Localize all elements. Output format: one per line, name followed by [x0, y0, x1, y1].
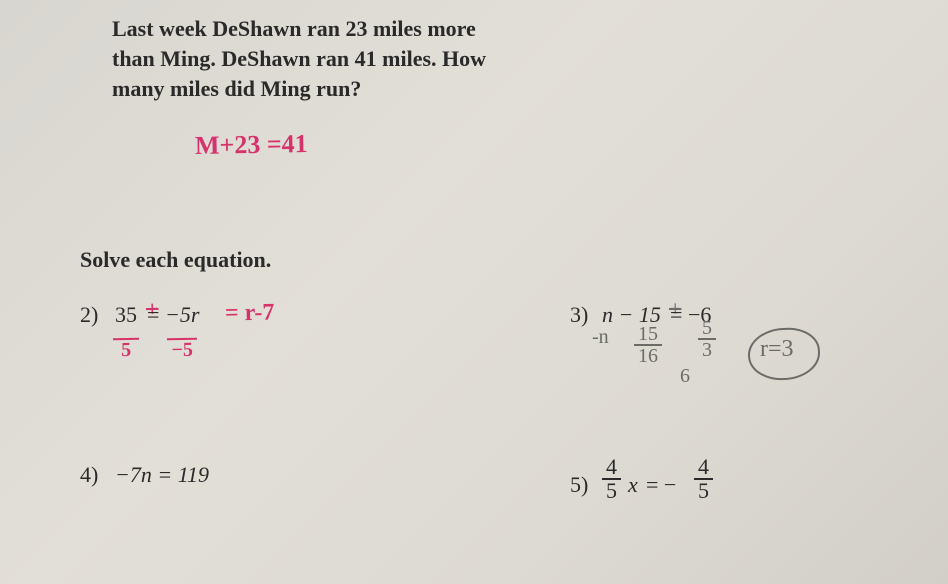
problem-5-number: 5) [570, 470, 588, 500]
problem-5-eq: = − [646, 470, 676, 500]
p3-hw-frac-15-5: 15 16 [634, 324, 662, 366]
word-problem-line1: Last week DeShawn ran 23 miles more [112, 14, 476, 44]
handwritten-equation-pink: M+23 =41 [195, 129, 308, 161]
problem-5-var: x [628, 470, 638, 500]
section-heading: Solve each equation. [80, 245, 271, 275]
problem-5-frac1: 45 [602, 456, 621, 502]
problem-2-eq: = [147, 300, 159, 330]
word-problem-line2: than Ming. DeShawn ran 41 miles. How [112, 44, 486, 74]
p3-hw-frac-6-3: 5 3 [698, 318, 716, 360]
word-problem-line3: many miles did Ming run? [112, 74, 361, 104]
problem-3-number: 3) [570, 300, 588, 330]
problem-5-frac2: 45 [694, 456, 713, 502]
p2-hw-div-left: 5 [113, 318, 140, 360]
problem-3-eq: = [670, 300, 682, 330]
p2-hw-result: = r-7 [225, 300, 275, 328]
problem-2-number: 2) [80, 300, 98, 330]
p3-hw-16-6: 6 [680, 365, 690, 388]
p2-hw-div-right: −5 [167, 318, 198, 361]
p3-hw-minus-n: -n [592, 326, 609, 349]
problem-4-number: 4) [80, 460, 98, 490]
p3-hw-answer: r=3 [760, 336, 794, 363]
problem-4-equation: −7n = 119 [115, 460, 209, 490]
